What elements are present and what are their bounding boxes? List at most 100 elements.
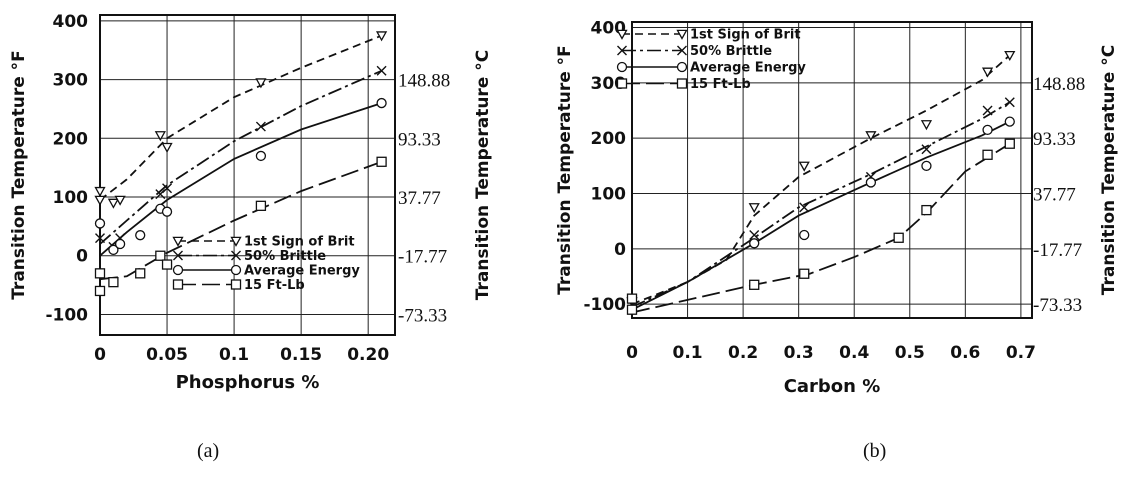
data-point	[799, 268, 810, 279]
series-a-3	[94, 156, 387, 297]
series-line	[631, 54, 1011, 306]
y-right-tick-label: -73.33	[1033, 295, 1082, 316]
data-point	[255, 150, 267, 162]
legend-marker	[230, 264, 242, 276]
data-point	[921, 204, 932, 216]
legend-marker	[676, 78, 688, 89]
gridlines-a	[100, 15, 395, 335]
legend-marker	[676, 61, 688, 73]
data-point	[981, 67, 994, 78]
panel-label-a: (a)	[197, 440, 220, 462]
data-point	[798, 161, 810, 172]
y-axis-label: Transition Temperature °F	[9, 50, 29, 300]
legend-marker	[230, 236, 242, 247]
data-point	[799, 202, 810, 213]
y-right-tick-label: -73.33	[398, 305, 447, 326]
legend-marker	[616, 29, 628, 40]
x-tick-label: 0.1	[672, 343, 702, 363]
x-tick-label: 0.4	[839, 343, 869, 363]
data-point	[1004, 116, 1015, 127]
y-right-tick-label: 148.88	[1033, 74, 1085, 95]
y-right-axis-label: Transition Temperature °C	[473, 50, 493, 300]
series-line	[99, 69, 382, 245]
y-tick-label: 400	[53, 12, 89, 32]
data-point	[376, 65, 387, 76]
legend-marker	[616, 61, 628, 73]
data-point	[982, 105, 993, 116]
legend-entry: 15 Ft-Lb	[690, 77, 751, 92]
data-point	[749, 238, 760, 249]
x-tick-label: 0.2	[728, 343, 758, 363]
x-tick-label: 0.7	[1006, 343, 1036, 363]
legend-entry: Average Energy	[244, 264, 360, 279]
y-right-tick-label: 93.33	[1033, 129, 1076, 150]
y-right-axis-label: Transition Temperature °C	[1099, 45, 1119, 295]
legend-marker	[230, 279, 242, 290]
plot-frame-b	[631, 21, 1033, 319]
data-point	[108, 277, 119, 288]
y-right-tick-label: 148.88	[398, 71, 450, 92]
data-point	[376, 97, 387, 109]
legend-marker	[172, 264, 184, 276]
legend-marker	[231, 250, 241, 261]
data-point	[982, 124, 993, 136]
legend-entry: 1st Sign of Brit	[690, 28, 801, 43]
data-point	[748, 203, 760, 214]
legend-marker	[677, 45, 687, 56]
y-right-tick-label: -17.77	[398, 247, 447, 268]
legend-marker	[172, 236, 184, 247]
x-tick-label: 0.5	[895, 343, 925, 363]
data-point	[255, 121, 266, 132]
data-point	[95, 233, 105, 244]
data-point	[94, 186, 106, 197]
x-tick-label: 0.15	[280, 345, 322, 365]
data-point	[135, 230, 146, 241]
data-point	[865, 131, 877, 142]
series-line	[99, 160, 382, 281]
data-point	[749, 279, 760, 290]
y-tick-label: 0	[76, 247, 88, 267]
y-axis-label: Transition Temperature °F	[555, 45, 575, 295]
data-point	[94, 195, 106, 206]
data-point	[893, 232, 904, 243]
legend-marker	[172, 279, 184, 290]
data-point	[376, 156, 387, 167]
data-point	[626, 293, 638, 304]
x-tick-label: 0.05	[146, 345, 188, 365]
x-tick-label: 0.3	[784, 343, 814, 363]
series-line	[99, 34, 382, 201]
x-tick-label: 0.1	[219, 345, 249, 365]
data-point	[161, 142, 173, 153]
y-tick-label: 400	[591, 19, 627, 39]
gridlines-b	[632, 22, 1032, 318]
x-axis-label: Carbon %	[784, 376, 881, 397]
data-point	[94, 218, 106, 229]
y-right-tick-label: 93.33	[398, 129, 441, 150]
data-point	[94, 285, 106, 297]
y-tick-label: 100	[53, 188, 89, 208]
data-point	[255, 78, 267, 89]
legend-marker	[173, 250, 183, 261]
data-point	[799, 229, 810, 241]
series-b-0	[626, 50, 1016, 308]
y-right-tick-label: 37.77	[1033, 185, 1076, 206]
data-point	[135, 268, 146, 279]
data-point	[162, 183, 173, 194]
y-tick-label: -100	[583, 295, 626, 315]
data-point	[107, 198, 120, 209]
data-point	[155, 250, 166, 261]
y-tick-label: 300	[53, 71, 89, 91]
data-point	[94, 268, 106, 279]
x-tick-label: 0	[626, 343, 638, 363]
y-tick-label: 100	[591, 185, 627, 205]
data-point	[161, 206, 173, 217]
data-point	[114, 195, 126, 206]
y-right-tick-label: 37.77	[398, 188, 441, 209]
legend-entry: 50% Brittle	[244, 249, 326, 264]
legend-marker	[676, 29, 688, 40]
y-tick-label: 200	[53, 129, 89, 149]
x-tick-label: 0	[94, 345, 106, 365]
data-point	[749, 230, 760, 241]
